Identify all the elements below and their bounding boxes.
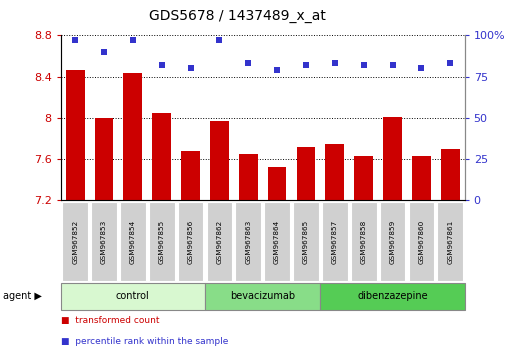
- Bar: [66, 70, 84, 200]
- Bar: [124, 74, 142, 200]
- Text: GSM967861: GSM967861: [447, 219, 453, 264]
- Text: GSM967858: GSM967858: [361, 219, 366, 264]
- Text: agent ▶: agent ▶: [3, 291, 42, 302]
- Bar: [297, 147, 315, 200]
- Text: GSM967854: GSM967854: [130, 219, 136, 264]
- Text: control: control: [116, 291, 150, 302]
- Text: GSM967865: GSM967865: [303, 219, 309, 264]
- Bar: [383, 117, 402, 200]
- Bar: [441, 149, 459, 200]
- Text: GSM967859: GSM967859: [390, 219, 395, 264]
- Text: dibenzazepine: dibenzazepine: [357, 291, 428, 302]
- Text: GDS5678 / 1437489_x_at: GDS5678 / 1437489_x_at: [149, 9, 326, 23]
- Text: GSM967860: GSM967860: [418, 219, 425, 264]
- Text: bevacizumab: bevacizumab: [230, 291, 295, 302]
- Bar: [210, 121, 229, 200]
- Bar: [268, 167, 287, 200]
- Text: GSM967856: GSM967856: [187, 219, 194, 264]
- Bar: [354, 156, 373, 200]
- Text: GSM967863: GSM967863: [245, 219, 251, 264]
- Text: GSM967862: GSM967862: [216, 219, 222, 264]
- Text: GSM967853: GSM967853: [101, 219, 107, 264]
- Text: ■  transformed count: ■ transformed count: [61, 316, 159, 325]
- Bar: [152, 113, 171, 200]
- Text: GSM967864: GSM967864: [274, 219, 280, 264]
- Bar: [412, 156, 431, 200]
- Bar: [95, 118, 114, 200]
- Text: GSM967852: GSM967852: [72, 219, 78, 264]
- Bar: [325, 144, 344, 200]
- Bar: [239, 154, 258, 200]
- Bar: [181, 151, 200, 200]
- Text: ■  percentile rank within the sample: ■ percentile rank within the sample: [61, 337, 228, 346]
- Text: GSM967857: GSM967857: [332, 219, 338, 264]
- Text: GSM967855: GSM967855: [159, 219, 165, 264]
